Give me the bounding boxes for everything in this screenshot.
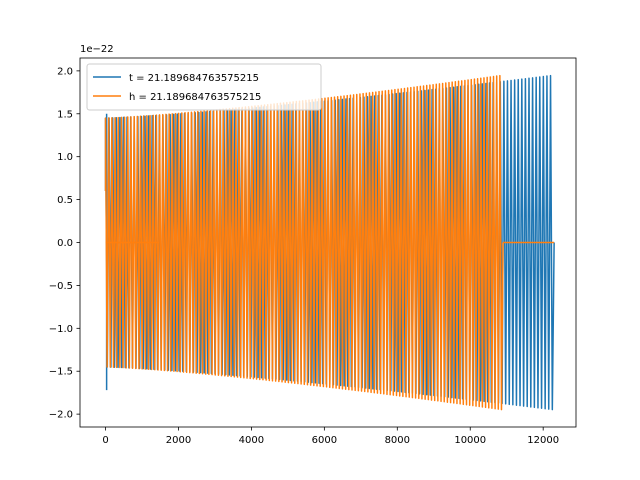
y-tick-label: −1.5 <box>49 367 73 378</box>
x-tick-label: 6000 <box>312 435 337 446</box>
y-offset-label: 1e−22 <box>80 44 114 55</box>
y-tick-label: 2.0 <box>57 66 73 77</box>
y-tick-label: −1.0 <box>49 324 73 335</box>
y-tick-label: 0.0 <box>57 238 73 249</box>
x-tick-label: 8000 <box>385 435 410 446</box>
plot-area <box>104 74 555 411</box>
y-tick-label: 1.5 <box>57 109 73 120</box>
axis-ticks: 0 2000 4000 6000 8000 10000 12000 −2.0 −1.5 −1.0 −… <box>49 66 559 446</box>
x-tick-label: 2000 <box>166 435 191 446</box>
x-tick-label: 0 <box>102 435 108 446</box>
legend-label-1: h = 21.189684763575215 <box>129 92 261 103</box>
legend-box <box>86 63 322 111</box>
series-line-1 <box>104 74 555 411</box>
x-tick-label: 10000 <box>454 435 486 446</box>
y-tick-label: −2.0 <box>49 410 73 421</box>
x-tick-label: 12000 <box>527 435 559 446</box>
y-tick-label: 0.5 <box>57 195 73 206</box>
legend-label-0: t = 21.189684763575215 <box>129 73 259 84</box>
legend: t = 21.189684763575215 h = 21.18968476357… <box>86 63 322 111</box>
x-tick-label: 4000 <box>239 435 264 446</box>
y-tick-label: −0.5 <box>49 281 73 292</box>
y-tick-label: 1.0 <box>57 152 73 163</box>
